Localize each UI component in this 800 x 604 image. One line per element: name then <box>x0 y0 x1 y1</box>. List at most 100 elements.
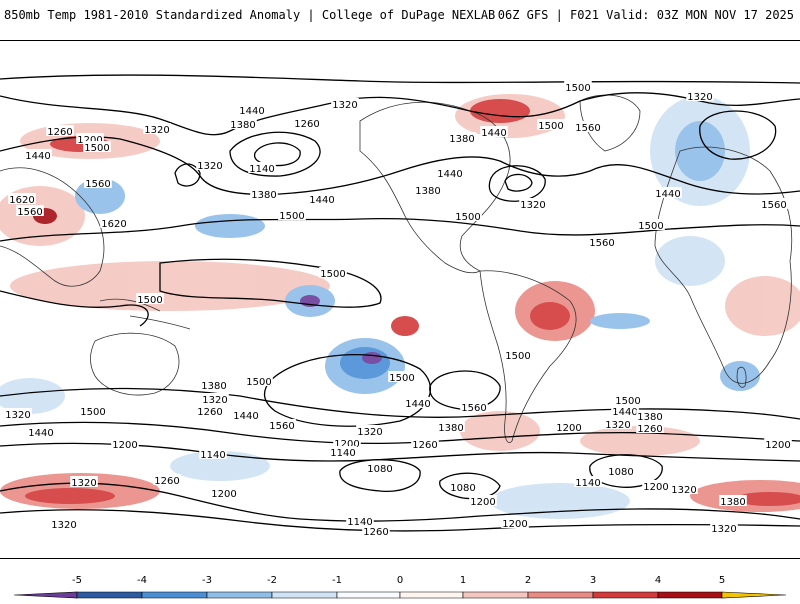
contour-label-bg <box>229 118 257 129</box>
contour-label-bg <box>46 125 74 136</box>
contour-label-bg <box>654 187 682 198</box>
contour-label-bg <box>366 462 394 473</box>
contour-label: 1560 <box>85 179 110 190</box>
contour-label: 1560 <box>269 421 294 432</box>
contour-label: 1320 <box>605 420 630 431</box>
anomaly-warm-africa <box>725 276 800 336</box>
contour-label-bg <box>278 209 306 220</box>
colorbar-bin <box>141 591 208 599</box>
contour-label: 1200 <box>77 135 102 146</box>
contour-label-bg <box>686 90 714 101</box>
contour-label: 1200 <box>765 440 790 451</box>
contour-label: 1440 <box>437 169 462 180</box>
contour-label: 1140 <box>330 448 355 459</box>
contour-label: 1200 <box>334 439 359 450</box>
contour-label-bg <box>388 371 416 382</box>
contour-label-bg <box>143 123 171 134</box>
contour-label-bg <box>411 438 439 449</box>
colorbar-bin <box>527 591 594 599</box>
contour-label-bg <box>27 426 55 437</box>
contour-label-bg <box>76 133 104 144</box>
contour-label: 1440 <box>28 428 53 439</box>
contour-label: 1380 <box>438 423 463 434</box>
colorbar-bin <box>271 591 338 599</box>
contour-label: 1260 <box>363 527 388 538</box>
colorbar <box>0 568 800 600</box>
contour-label-bg <box>454 210 482 221</box>
coastline-europe-africa <box>654 146 793 384</box>
contour-label-bg <box>719 495 747 506</box>
colorbar-tick-label: 3 <box>589 575 597 586</box>
anomaly-warm-amazon-core <box>530 302 570 330</box>
contour-low-icelandic <box>699 110 777 160</box>
colorbar-bin <box>462 591 529 599</box>
contour-label: 1560 <box>761 200 786 211</box>
map-frame[interactable]: 1500 1320 1440 1320 1380 1260 1440 1500 1560 1380… <box>0 40 800 559</box>
contour-label: 1560 <box>575 123 600 134</box>
contour-label: 1200 <box>556 423 581 434</box>
colorbar-bin <box>13 591 78 599</box>
anomaly-warm-south-ocean-e-core <box>735 492 800 506</box>
contour-label: 1560 <box>17 207 42 218</box>
colorbar-tick-label: -2 <box>267 575 277 586</box>
colorbar-tick-label: 1 <box>459 575 467 586</box>
contour-label-bg <box>636 422 664 433</box>
anomaly-cold-south-pacific-core <box>362 352 382 364</box>
contour-label-bg <box>574 121 602 132</box>
contour-label: 1620 <box>9 195 34 206</box>
contour-label: 1200 <box>211 489 236 500</box>
contour-low-south-ocean-w <box>339 459 421 492</box>
colorbar-tick-label: -1 <box>332 575 342 586</box>
contour-label: 1200 <box>470 497 495 508</box>
contour-label: 1200 <box>112 440 137 451</box>
anomaly-warm-central-pacific <box>391 316 419 336</box>
colorbar-bin <box>206 591 273 599</box>
anomaly-cold-southern-ocean-w <box>170 451 270 481</box>
contour-label: 1320 <box>357 427 382 438</box>
contour-label: 1620 <box>101 219 126 230</box>
contour-label: 1500 <box>505 351 530 362</box>
contour-label: 1500 <box>455 212 480 223</box>
anomaly-map[interactable]: 1500 1320 1440 1320 1380 1260 1440 1500 1560 1380… <box>0 41 800 558</box>
contour-label: 1500 <box>320 269 345 280</box>
anomaly-cold-south-pacific-mid <box>340 347 390 379</box>
contour-label: 1500 <box>137 295 162 306</box>
contour-label: 1500 <box>279 211 304 222</box>
anomaly-cold-gulf-alaska <box>195 214 265 238</box>
contour-label-bg <box>611 405 639 416</box>
contour-label: 1260 <box>294 119 319 130</box>
contour-label-bg <box>501 517 529 528</box>
contour-label-bg <box>210 487 238 498</box>
contour-label: 1380 <box>449 134 474 145</box>
contour-label-bg <box>480 126 508 137</box>
contour-label-bg <box>84 177 112 188</box>
contour-label: 1320 <box>671 485 696 496</box>
contour-label: 1320 <box>5 410 30 421</box>
product-title: 850mb Temp 1981-2010 Standardized Anomal… <box>4 8 496 22</box>
contour-label: 1440 <box>481 128 506 139</box>
colorbar-bin <box>399 591 464 599</box>
contour-label-bg <box>555 421 583 432</box>
colorbar-graphic <box>13 591 787 599</box>
contour-label: 1440 <box>309 195 334 206</box>
contour-label-bg <box>319 267 347 278</box>
contour-label: 1500 <box>565 83 590 94</box>
contour-label-bg <box>83 141 111 152</box>
contour-low-hudson <box>488 165 546 202</box>
contour-label-bg <box>333 437 361 448</box>
coastline-maritime-continent <box>99 298 191 330</box>
contour-label-bg <box>437 421 465 432</box>
contour-label-bg <box>469 495 497 506</box>
coastline-australia <box>90 332 180 396</box>
contour-label: 1260 <box>154 476 179 487</box>
contour-label-bg <box>564 81 592 92</box>
contour-label-bg <box>404 397 432 408</box>
contour-label-bg <box>50 518 78 529</box>
contour-label-bg <box>346 515 374 526</box>
contour-label-bg <box>760 198 788 209</box>
anomaly-cold-east-atlantic <box>590 313 650 329</box>
contour-label-bg <box>200 379 228 390</box>
contour-label: 1140 <box>575 478 600 489</box>
contour-label-bg <box>574 476 602 487</box>
contour-label: 1320 <box>197 161 222 172</box>
